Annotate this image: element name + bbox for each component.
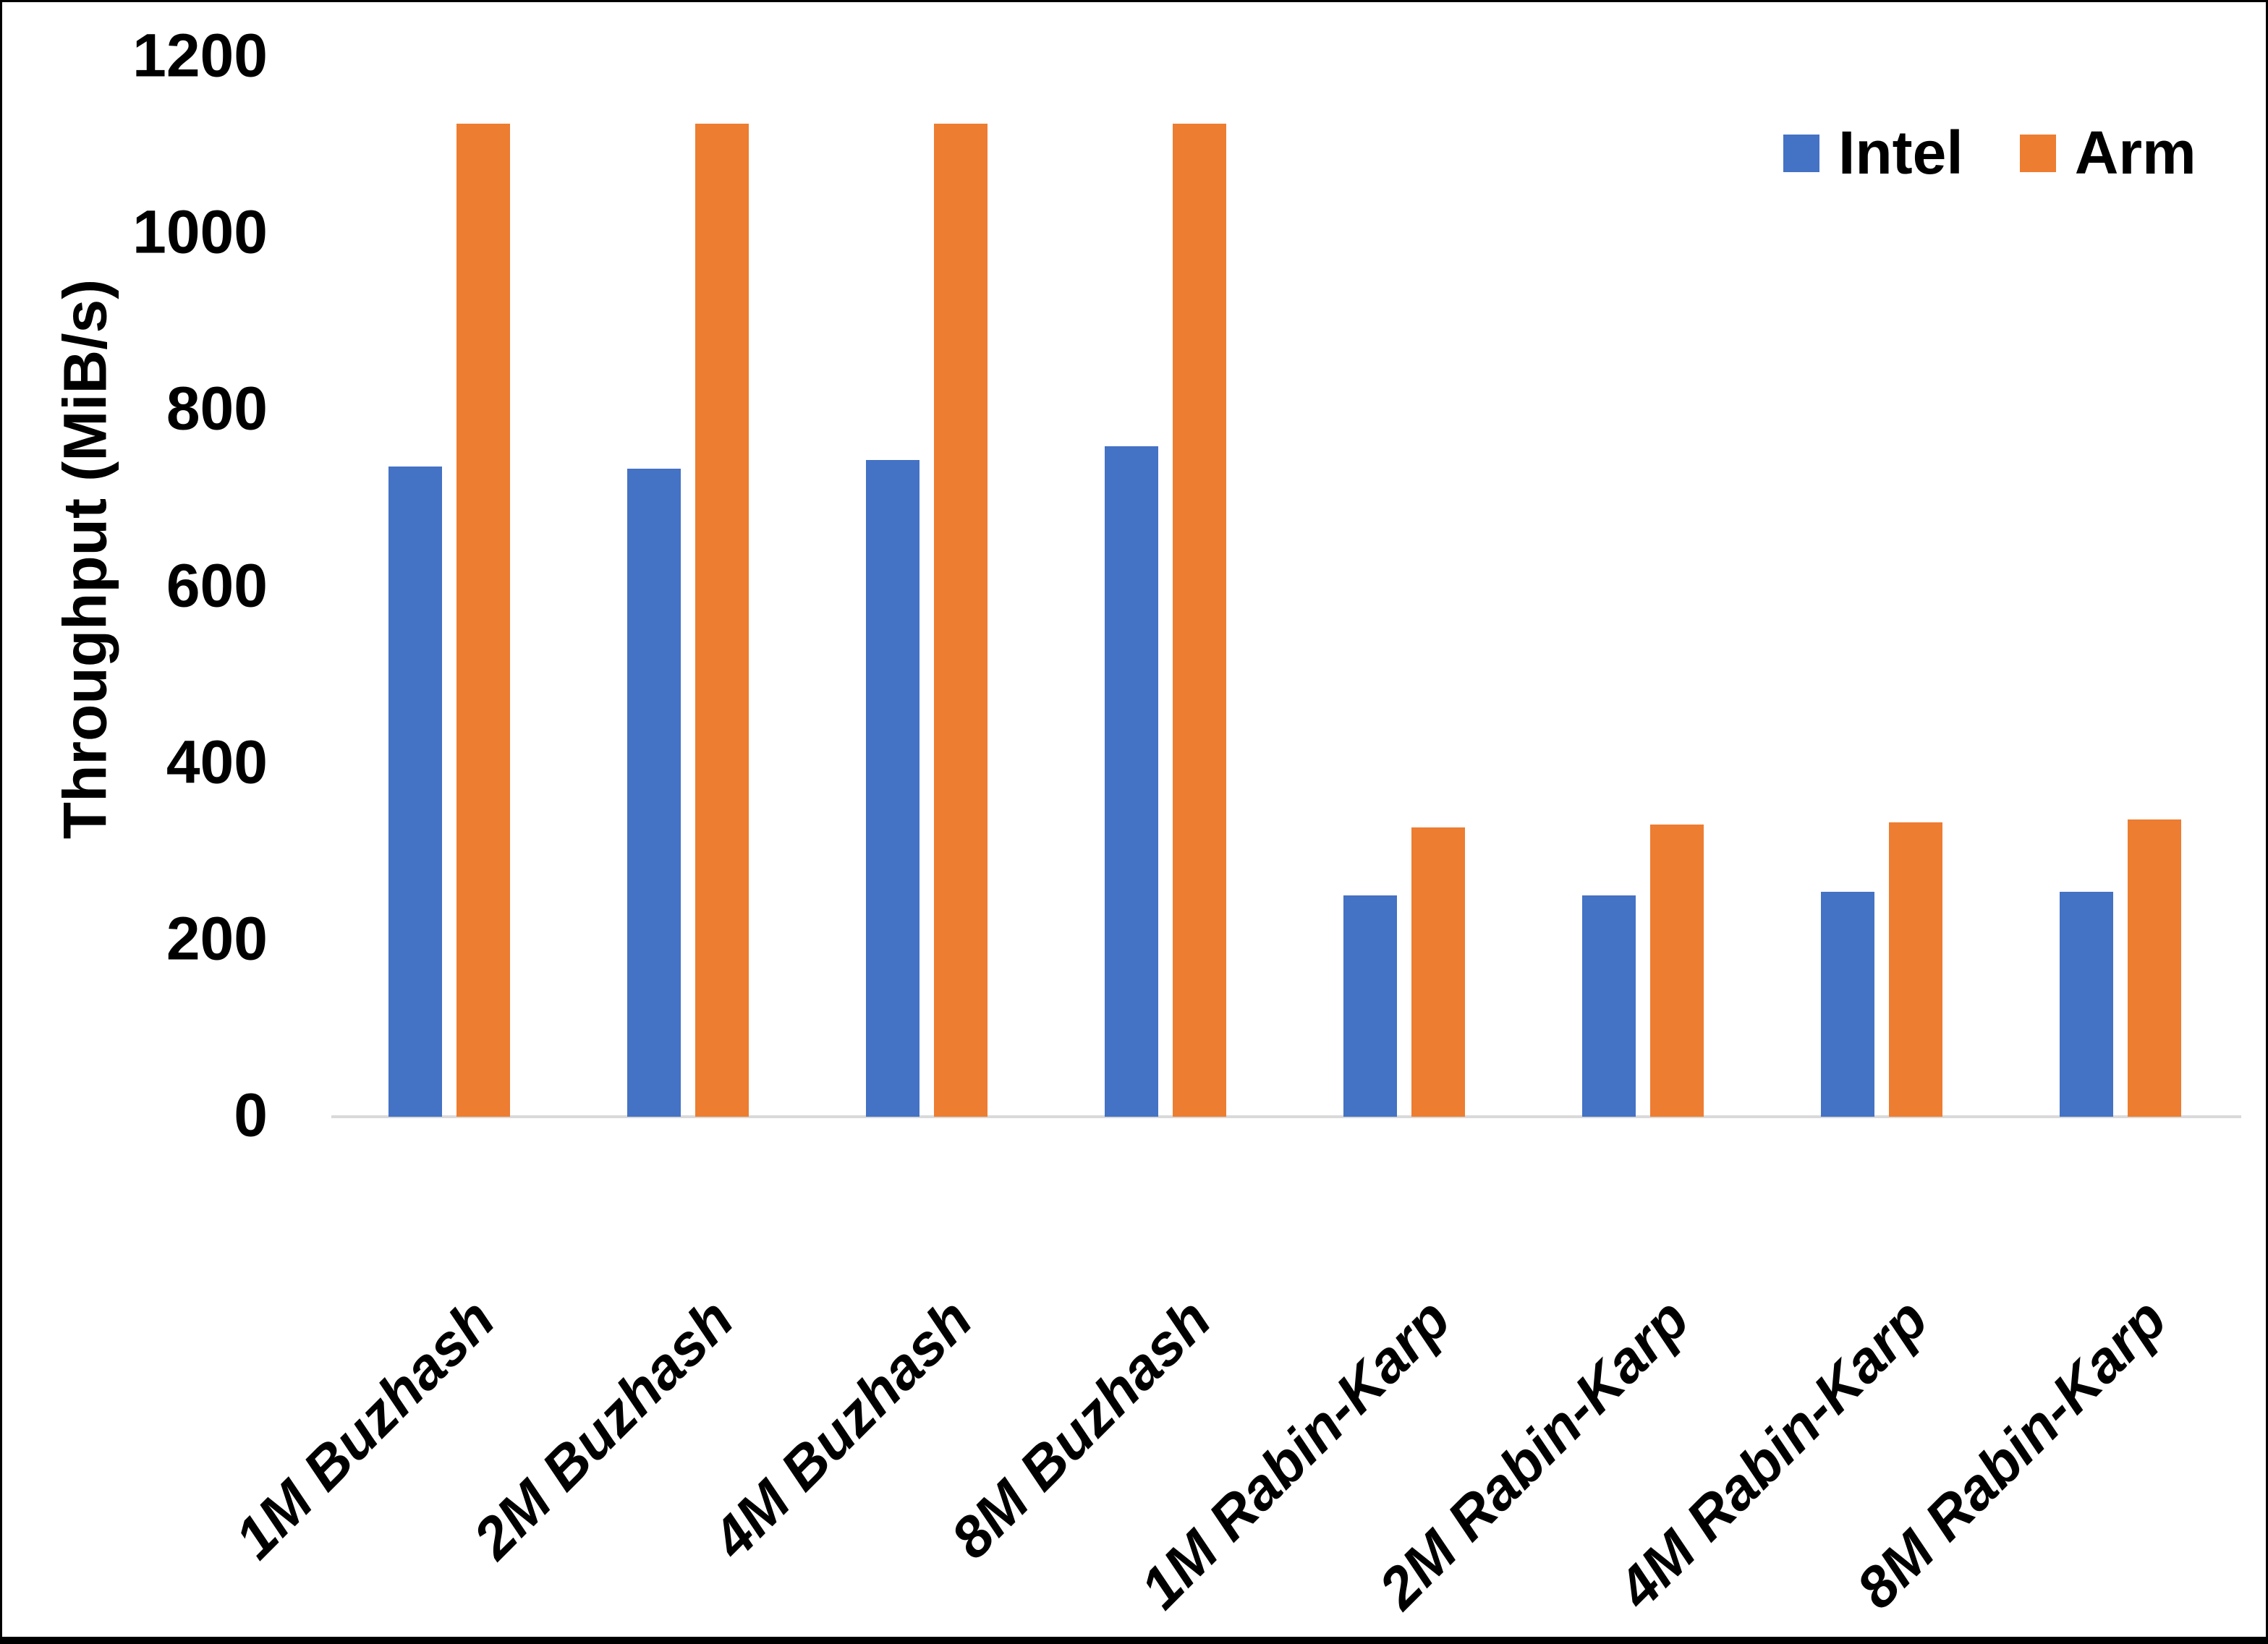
y-tick-label-1000: 1000	[132, 197, 268, 266]
y-axis-title: Throughput (MiB/s)	[51, 278, 119, 840]
bar-arm-2m-rabin-karp	[1650, 824, 1704, 1117]
bar-arm-1m-buzhash	[456, 123, 510, 1117]
bar-arm-2m-buzhash	[695, 123, 749, 1117]
y-tick-label-200: 200	[166, 904, 268, 973]
bar-intel-4m-buzhash	[866, 459, 919, 1117]
legend-label-arm: Arm	[2074, 119, 2196, 187]
bar-arm-4m-rabin-karp	[1889, 822, 1942, 1117]
y-tick-label-0: 0	[234, 1081, 268, 1149]
legend: Intel Arm	[1783, 118, 2196, 188]
bar-intel-4m-rabin-karp	[1821, 891, 1874, 1117]
bar-intel-2m-rabin-karp	[1582, 895, 1636, 1117]
bar-intel-8m-rabin-karp	[2060, 891, 2113, 1117]
y-tick-label-1200: 1200	[132, 21, 268, 90]
legend-label-intel: Intel	[1838, 119, 1963, 187]
bar-intel-1m-rabin-karp	[1343, 895, 1397, 1117]
bar-arm-8m-buzhash	[1173, 123, 1226, 1117]
bar-arm-1m-rabin-karp	[1411, 827, 1465, 1117]
bar-intel-1m-buzhash	[388, 467, 442, 1117]
bar-intel-2m-buzhash	[627, 468, 681, 1117]
bar-arm-4m-buzhash	[934, 123, 988, 1117]
y-tick-label-600: 600	[166, 551, 268, 620]
x-axis-line	[331, 1115, 2241, 1118]
legend-swatch-intel-icon	[1783, 134, 1819, 172]
legend-swatch-arm-icon	[2019, 134, 2056, 172]
legend-item-intel: Intel	[1783, 118, 1963, 188]
bar-arm-8m-rabin-karp	[2128, 819, 2181, 1117]
bar-intel-8m-buzhash	[1105, 446, 1158, 1117]
legend-item-arm: Arm	[2019, 118, 2196, 188]
y-tick-label-800: 800	[166, 374, 268, 443]
y-tick-label-400: 400	[166, 728, 268, 796]
